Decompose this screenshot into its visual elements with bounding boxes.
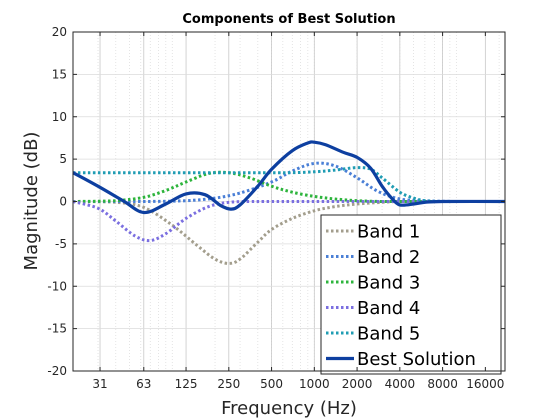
x-tick-label: 500: [260, 377, 283, 391]
legend-label-band-2: Band 2: [357, 247, 420, 268]
legend-label-band-3: Band 3: [357, 273, 420, 294]
x-tick-label: 4000: [385, 377, 416, 391]
y-tick-label: -10: [47, 279, 67, 293]
series-line-band-5: [73, 166, 506, 204]
series-line-best-solution: [72, 140, 506, 215]
legend-label-band-5: Band 5: [357, 324, 420, 345]
x-tick-label: 63: [136, 377, 151, 391]
legend-label-band-1: Band 1: [357, 222, 420, 243]
y-tick-label: 0: [59, 195, 67, 209]
y-axis-label: Magnitude (dB): [21, 132, 42, 271]
legend-label-band-4: Band 4: [357, 298, 420, 319]
y-tick-label: 5: [59, 152, 67, 166]
y-tick-label: 15: [52, 67, 67, 81]
y-tick-label: -5: [55, 237, 67, 251]
series-line-band-3: [72, 170, 505, 204]
x-tick-label: 1000: [299, 377, 330, 391]
x-tick-label: 125: [175, 377, 198, 391]
tick-labels: 31 63 125 250 500 1000 2000 4000 8000 16000 -20 -15…: [47, 25, 505, 391]
legend-box: [320, 214, 502, 375]
x-axis-label: Frequency (Hz): [221, 398, 357, 419]
series-line-band-1: [72, 199, 505, 265]
legend-label-best-solution: Best Solution: [357, 349, 476, 370]
y-tick-label: -15: [47, 322, 67, 336]
x-tick-label: 8000: [427, 377, 458, 391]
y-tick-label: 20: [52, 25, 67, 39]
y-tick-label: 10: [52, 110, 67, 124]
x-tick-label: 250: [217, 377, 240, 391]
x-tick-label: 31: [92, 377, 107, 391]
chart-title: Components of Best Solution: [182, 12, 395, 27]
x-tick-label: 16000: [466, 377, 504, 391]
y-tick-label: -20: [47, 364, 67, 378]
x-tick-label: 2000: [342, 377, 373, 391]
series-lines: [72, 140, 506, 265]
legend: Band 1 Band 2 Band 3 Band 4 Band 5 Best Solut…: [320, 214, 502, 375]
series-line-band-2: [72, 161, 506, 204]
